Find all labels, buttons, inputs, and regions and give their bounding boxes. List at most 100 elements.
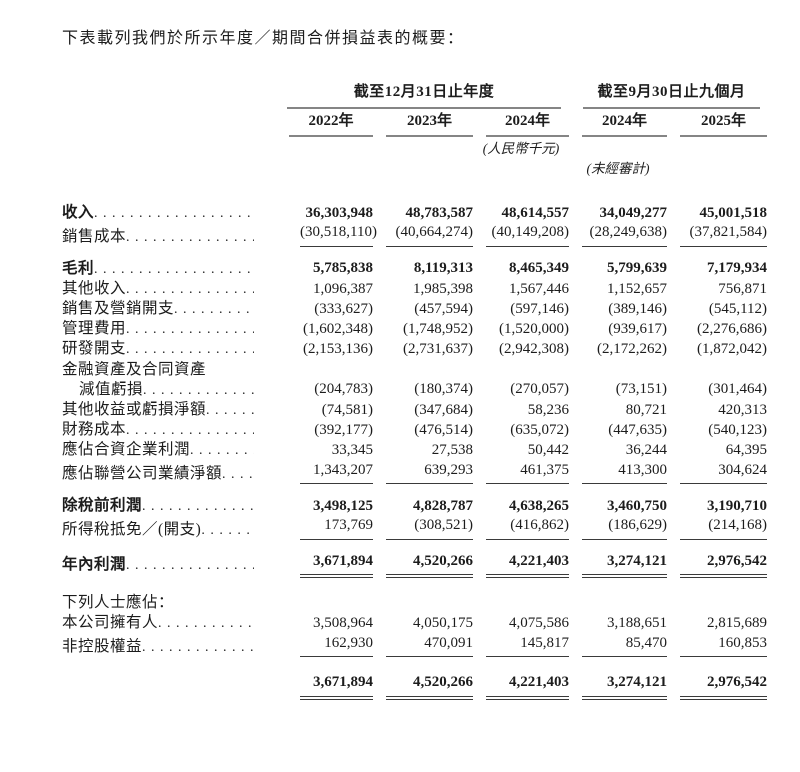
row-label: 所得稅抵免／(開支) (62, 516, 287, 540)
value-cell (667, 575, 767, 613)
value-cell: (270,057) (510, 381, 570, 398)
value-cell (287, 360, 373, 380)
value-cell: 639,293 (373, 461, 473, 485)
year-header-2023: 2023年 (386, 109, 473, 137)
value-cell: (597,146) (510, 300, 570, 317)
row-label-text: 應佔合資企業利潤 (62, 441, 191, 459)
value-cell: (457,594) (414, 300, 473, 317)
value-cell: 36,303,948 (305, 204, 374, 221)
row-label: 管理費用 (62, 319, 287, 339)
table-row: 下列人士應佔： (62, 575, 767, 613)
value-cell: (2,153,136) (303, 341, 373, 358)
table-row: 毛利 5,785,838 8,119,313 8,465,349 5,799,639 7,… (62, 247, 767, 279)
row-label-text: 本公司擁有人 (62, 614, 159, 632)
value-cell: (301,464) (708, 381, 768, 398)
value-cell: 7,179,934 (707, 260, 768, 277)
income-table-body: 收入 36,303,948 48,783,587 48,614,557 34,049,2… (62, 177, 768, 699)
dot-leader (126, 281, 254, 299)
value-cell: 48,783,587 (405, 204, 474, 221)
col-group-nine-month-label: 截至9月30日止九個月 (583, 80, 761, 109)
value-cell: 3,498,125 (313, 497, 373, 514)
value-cell: 1,096,387 (313, 280, 373, 297)
row-label: 本公司擁有人 (62, 613, 287, 633)
row-label-text: 銷售及營銷開支 (62, 300, 175, 318)
value-cell: (2,942,308) (499, 341, 570, 358)
group-cell-annual: 截至12月31日止年度 (287, 80, 569, 109)
spacer-cell (62, 109, 287, 137)
value-cell: 50,442 (527, 442, 570, 459)
value-cell: 5,799,639 (607, 260, 668, 277)
row-label-text: 毛利 (62, 259, 95, 277)
table-row: 管理費用 (1,602,348) (1,748,952) (1,520,000) (93… (62, 319, 767, 339)
value-cell: 1,567,446 (509, 280, 570, 297)
row-label: 銷售成本 (62, 223, 287, 247)
row-label: 收入 (62, 177, 287, 223)
value-cell: 470,091 (373, 634, 473, 658)
value-cell: 4,638,265 (509, 497, 570, 514)
dot-leader (126, 341, 254, 359)
value-cell: 413,300 (569, 461, 668, 485)
row-label: 研發開支 (62, 339, 287, 359)
value-cell: (30,518,110) (287, 223, 377, 247)
row-label: 除稅前利潤 (62, 484, 287, 516)
value-cell: 173,769 (287, 516, 373, 540)
value-cell (667, 360, 767, 380)
value-cell (373, 575, 473, 613)
row-label-text: 減值虧損 (79, 380, 144, 398)
value-cell: 33,345 (331, 442, 373, 459)
value-cell: 420,313 (718, 401, 768, 418)
value-cell: (939,617) (608, 320, 668, 337)
unaudited-note: (未經審計) (586, 161, 650, 176)
row-label-text: 銷售成本 (62, 227, 127, 245)
dot-leader (126, 557, 254, 575)
row-label-text: 財務成本 (62, 421, 127, 439)
value-cell: 461,375 (473, 461, 570, 485)
table-row: 收入 36,303,948 48,783,587 48,614,557 34,049,2… (62, 177, 767, 223)
value-cell: (73,151) (615, 381, 668, 398)
row-label-text: 非控股權益 (62, 637, 143, 655)
row-label (62, 657, 287, 697)
value-cell: (392,177) (314, 421, 373, 438)
value-cell (287, 575, 373, 613)
value-cell: 4,520,266 (373, 657, 473, 699)
value-cell: (1,520,000) (499, 320, 570, 337)
value-cell (473, 575, 569, 613)
row-label: 財務成本 (62, 420, 287, 440)
currency-note-row: (人民幣千元) (62, 137, 767, 157)
year-header-2022: 2022年 (289, 109, 373, 137)
row-label-text: 收入 (62, 204, 95, 221)
value-cell: 160,853 (667, 634, 768, 658)
value-cell (473, 360, 569, 380)
value-cell: 85,470 (569, 634, 668, 658)
row-label: 年內利潤 (62, 540, 287, 576)
table-header: 截至12月31日止年度 截至9月30日止九個月 2022年 2023年 2024… (62, 80, 768, 177)
value-cell: 2,976,542 (667, 540, 768, 578)
value-cell: 45,001,518 (699, 204, 768, 221)
table-row: 財務成本 (392,177) (476,514) (635,072) (447,635)… (62, 420, 767, 440)
row-label-text: 年內利潤 (62, 556, 127, 574)
value-cell: (476,514) (414, 421, 473, 438)
table-row: 3,671,894 4,520,266 4,221,403 3,274,121 2,97… (62, 657, 768, 699)
table-row: 應佔聯營公司業績淨額 1,343,207639,293461,375413,300… (62, 461, 768, 485)
value-cell: 4,221,403 (473, 540, 570, 578)
value-cell: (186,629) (569, 516, 668, 540)
row-label: 其他收益或虧損淨額 (62, 400, 287, 420)
dot-leader (143, 382, 254, 400)
value-cell: (545,112) (708, 300, 768, 317)
value-cell: (74,581) (321, 401, 373, 418)
dot-leader (94, 205, 254, 223)
dot-leader (142, 639, 254, 657)
value-cell: (635,072) (510, 421, 570, 438)
table-row: 除稅前利潤 3,498,125 4,828,787 4,638,265 3,460,75… (62, 484, 767, 516)
value-cell: 3,508,964 (313, 615, 373, 632)
row-label: 其他收入 (62, 279, 287, 299)
row-label-text: 除稅前利潤 (62, 497, 143, 515)
value-cell: 2,976,542 (667, 657, 768, 699)
value-cell: 3,274,121 (569, 657, 668, 699)
value-cell: 64,395 (725, 442, 768, 459)
value-cell: 1,343,207 (287, 461, 373, 485)
value-cell: 1,985,398 (413, 280, 473, 297)
col-group-annual-label: 截至12月31日止年度 (287, 80, 562, 109)
group-cell-nine-month: 截至9月30日止九個月 (569, 80, 767, 109)
value-cell: (347,684) (414, 401, 473, 418)
